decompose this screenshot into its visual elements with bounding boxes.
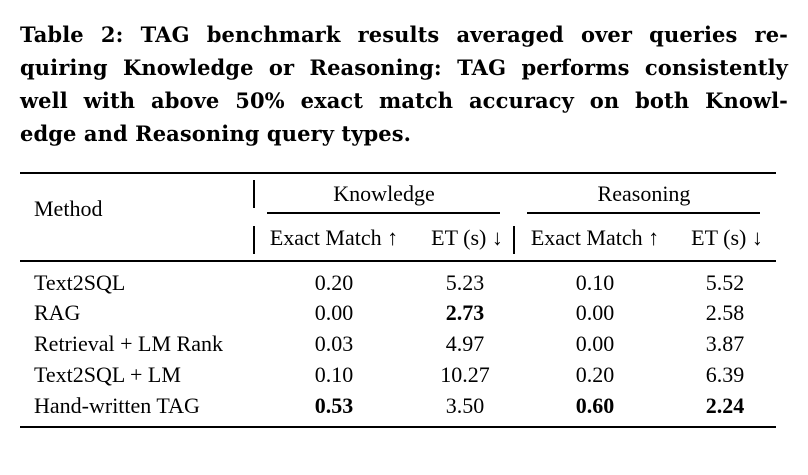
group-header-knowledge: Knowledge (333, 181, 435, 206)
cell-reasoning-exact-match: 0.20 (575, 362, 615, 387)
caption-line-1: Table 2: TAG benchmark results averaged … (20, 22, 788, 47)
table-caption: Table 2: TAG benchmark results averaged … (20, 18, 788, 150)
cell-knowledge-et: 5.23 (445, 270, 485, 295)
subheader-knowledge-exact-match: Exact Match ↑ (269, 225, 399, 250)
table-bottom-rule (20, 426, 776, 428)
caption-line-2: quiring Knowledge or Reasoning: TAG perf… (20, 55, 788, 80)
subheader-knowledge-et: ET (s) ↓ (431, 225, 503, 250)
row-method-label: Retrieval + LM Rank (34, 331, 223, 356)
caption-line-3: well with above 50% exact match accuracy… (20, 88, 788, 113)
row-method-label: Text2SQL + LM (34, 362, 181, 387)
method-header: Method (34, 196, 103, 221)
table-mid-rule (20, 260, 776, 262)
cell-knowledge-exact-match: 0.10 (314, 362, 354, 387)
table-top-rule (20, 172, 776, 174)
caption-line-4: edge and Reasoning query types. (20, 121, 412, 146)
header-divider-groups (513, 226, 515, 254)
cell-knowledge-exact-match: 0.53 (314, 393, 354, 418)
cell-knowledge-et: 2.73 (445, 300, 485, 325)
cell-reasoning-et: 5.52 (705, 270, 745, 295)
cell-reasoning-et: 2.58 (705, 300, 745, 325)
group-header-reasoning: Reasoning (597, 181, 691, 206)
subheader-reasoning-et: ET (s) ↓ (691, 225, 763, 250)
cell-knowledge-exact-match: 0.03 (314, 331, 354, 356)
cell-knowledge-exact-match: 0.00 (314, 300, 354, 325)
row-method-label: Text2SQL (34, 270, 126, 295)
row-method-label: RAG (34, 300, 81, 325)
header-divider-method (253, 226, 255, 254)
cell-reasoning-exact-match: 0.00 (575, 300, 615, 325)
cell-reasoning-et: 3.87 (705, 331, 745, 356)
cell-knowledge-exact-match: 0.20 (314, 270, 354, 295)
knowledge-group-rule (267, 212, 500, 214)
cell-reasoning-exact-match: 0.10 (575, 270, 615, 295)
row-method-label: Hand-written TAG (34, 393, 200, 418)
reasoning-group-rule (527, 212, 760, 214)
cell-knowledge-et: 10.27 (440, 362, 490, 387)
cell-reasoning-et: 6.39 (705, 362, 745, 387)
cell-reasoning-exact-match: 0.60 (575, 393, 615, 418)
cell-knowledge-et: 4.97 (445, 331, 485, 356)
cell-reasoning-exact-match: 0.00 (575, 331, 615, 356)
header-divider-upper (253, 180, 255, 208)
cell-knowledge-et: 3.50 (445, 393, 485, 418)
cell-reasoning-et: 2.24 (705, 393, 745, 418)
subheader-reasoning-exact-match: Exact Match ↑ (530, 225, 660, 250)
